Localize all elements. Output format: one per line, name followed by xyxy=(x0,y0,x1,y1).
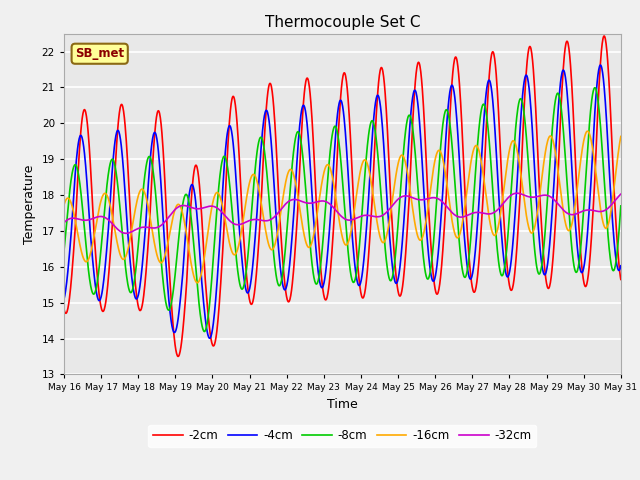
-2cm xyxy=(502,248,509,253)
-8cm xyxy=(200,329,208,335)
-2cm xyxy=(60,307,68,312)
-2cm xyxy=(617,276,625,282)
-32cm xyxy=(122,230,130,236)
-2cm xyxy=(600,33,608,39)
-8cm xyxy=(591,85,598,91)
-4cm xyxy=(551,161,559,167)
Line: -2cm: -2cm xyxy=(64,36,621,357)
-32cm xyxy=(60,220,68,226)
-8cm xyxy=(429,244,437,250)
Legend: -2cm, -4cm, -8cm, -16cm, -32cm: -2cm, -4cm, -8cm, -16cm, -32cm xyxy=(148,425,536,447)
-16cm xyxy=(184,240,191,246)
-16cm xyxy=(551,147,559,153)
-4cm xyxy=(429,278,437,284)
-2cm xyxy=(170,335,178,341)
-2cm xyxy=(174,354,182,360)
Line: -32cm: -32cm xyxy=(64,193,621,233)
-32cm xyxy=(246,217,254,223)
-32cm xyxy=(513,190,521,196)
-32cm xyxy=(502,197,509,203)
-8cm xyxy=(170,279,178,285)
-8cm xyxy=(502,255,509,261)
-32cm xyxy=(184,204,192,209)
Text: SB_met: SB_met xyxy=(75,47,124,60)
Title: Thermocouple Set C: Thermocouple Set C xyxy=(265,15,420,30)
-2cm xyxy=(429,270,437,276)
Line: -16cm: -16cm xyxy=(64,131,621,283)
-4cm xyxy=(60,296,68,302)
-16cm xyxy=(502,170,509,176)
-8cm xyxy=(617,203,625,209)
-8cm xyxy=(551,100,559,106)
-4cm xyxy=(617,263,625,269)
-4cm xyxy=(596,62,604,68)
-32cm xyxy=(429,195,437,201)
-2cm xyxy=(184,249,192,255)
-16cm xyxy=(429,168,437,173)
-8cm xyxy=(60,248,68,254)
-2cm xyxy=(246,300,254,306)
-4cm xyxy=(205,336,213,341)
-4cm xyxy=(170,330,178,336)
-32cm xyxy=(552,198,559,204)
Y-axis label: Temperature: Temperature xyxy=(23,164,36,244)
-32cm xyxy=(171,207,179,213)
-16cm xyxy=(617,133,625,139)
-16cm xyxy=(170,209,178,215)
-16cm xyxy=(246,176,254,182)
-4cm xyxy=(184,204,191,209)
-4cm xyxy=(246,281,254,287)
X-axis label: Time: Time xyxy=(327,398,358,411)
-16cm xyxy=(60,202,68,208)
-8cm xyxy=(246,222,254,228)
-32cm xyxy=(617,191,625,197)
-2cm xyxy=(551,227,559,232)
-16cm xyxy=(584,128,591,134)
Line: -8cm: -8cm xyxy=(64,88,621,332)
-16cm xyxy=(194,280,202,286)
-4cm xyxy=(502,271,509,276)
-8cm xyxy=(184,194,191,200)
Line: -4cm: -4cm xyxy=(64,65,621,338)
